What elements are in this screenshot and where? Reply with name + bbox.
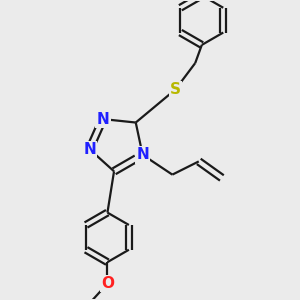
Text: N: N bbox=[83, 142, 96, 157]
Text: N: N bbox=[136, 147, 149, 162]
Text: N: N bbox=[97, 112, 109, 127]
Text: S: S bbox=[170, 82, 181, 97]
Text: O: O bbox=[101, 276, 114, 291]
